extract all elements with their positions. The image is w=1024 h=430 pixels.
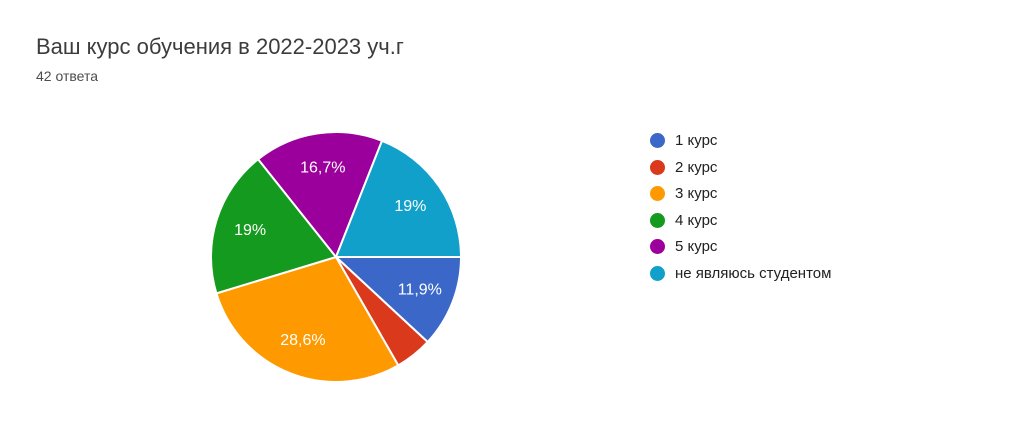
legend-item-3: 3 курс bbox=[650, 183, 831, 204]
legend-swatch-icon bbox=[650, 159, 665, 175]
slice-percent-label: 11,9% bbox=[398, 281, 442, 298]
slice-percent-label: 19% bbox=[234, 222, 266, 239]
legend: 1 курс 2 курс 3 курс 4 курс 5 курс не являюсь… bbox=[650, 130, 831, 289]
legend-label: 4 курс bbox=[675, 211, 718, 229]
legend-swatch-icon bbox=[650, 186, 665, 201]
pie-slice-3[interactable] bbox=[215, 256, 400, 383]
response-count: 42 ответа bbox=[36, 68, 98, 84]
legend-label: 3 курс bbox=[675, 185, 718, 202]
legend-item-5: 5 курс bbox=[650, 236, 831, 257]
legend-item-6: не являюсь студентом bbox=[650, 263, 831, 284]
pie-slice-5[interactable] bbox=[257, 131, 384, 258]
legend-item-2: 2 курс bbox=[650, 157, 831, 178]
legend-swatch-icon bbox=[650, 133, 665, 148]
legend-swatch-icon bbox=[650, 265, 665, 281]
slice-percent-label: 16,7% bbox=[300, 160, 345, 177]
chart-title: Ваш курс обучения в 2022-2023 уч.г bbox=[36, 34, 404, 59]
legend-label: 1 курс bbox=[675, 132, 718, 149]
legend-swatch-icon bbox=[650, 239, 665, 254]
legend-item-1: 1 курс bbox=[650, 130, 831, 151]
pie-slice-4[interactable] bbox=[210, 158, 337, 295]
legend-swatch-icon bbox=[650, 212, 665, 228]
legend-item-4: 4 курс bbox=[650, 210, 831, 231]
legend-label: не являюсь студентом bbox=[675, 264, 832, 282]
legend-label: 5 курс bbox=[675, 238, 718, 255]
pie-slice-1[interactable] bbox=[335, 256, 462, 343]
pie-chart: 11,9% 28,6% 19% 16,7% 19% bbox=[210, 131, 462, 383]
legend-label: 2 курс bbox=[675, 158, 718, 176]
slice-percent-label: 28,6% bbox=[280, 332, 325, 349]
pie-slice-6[interactable] bbox=[335, 139, 462, 258]
slice-percent-label: 19% bbox=[394, 198, 426, 215]
